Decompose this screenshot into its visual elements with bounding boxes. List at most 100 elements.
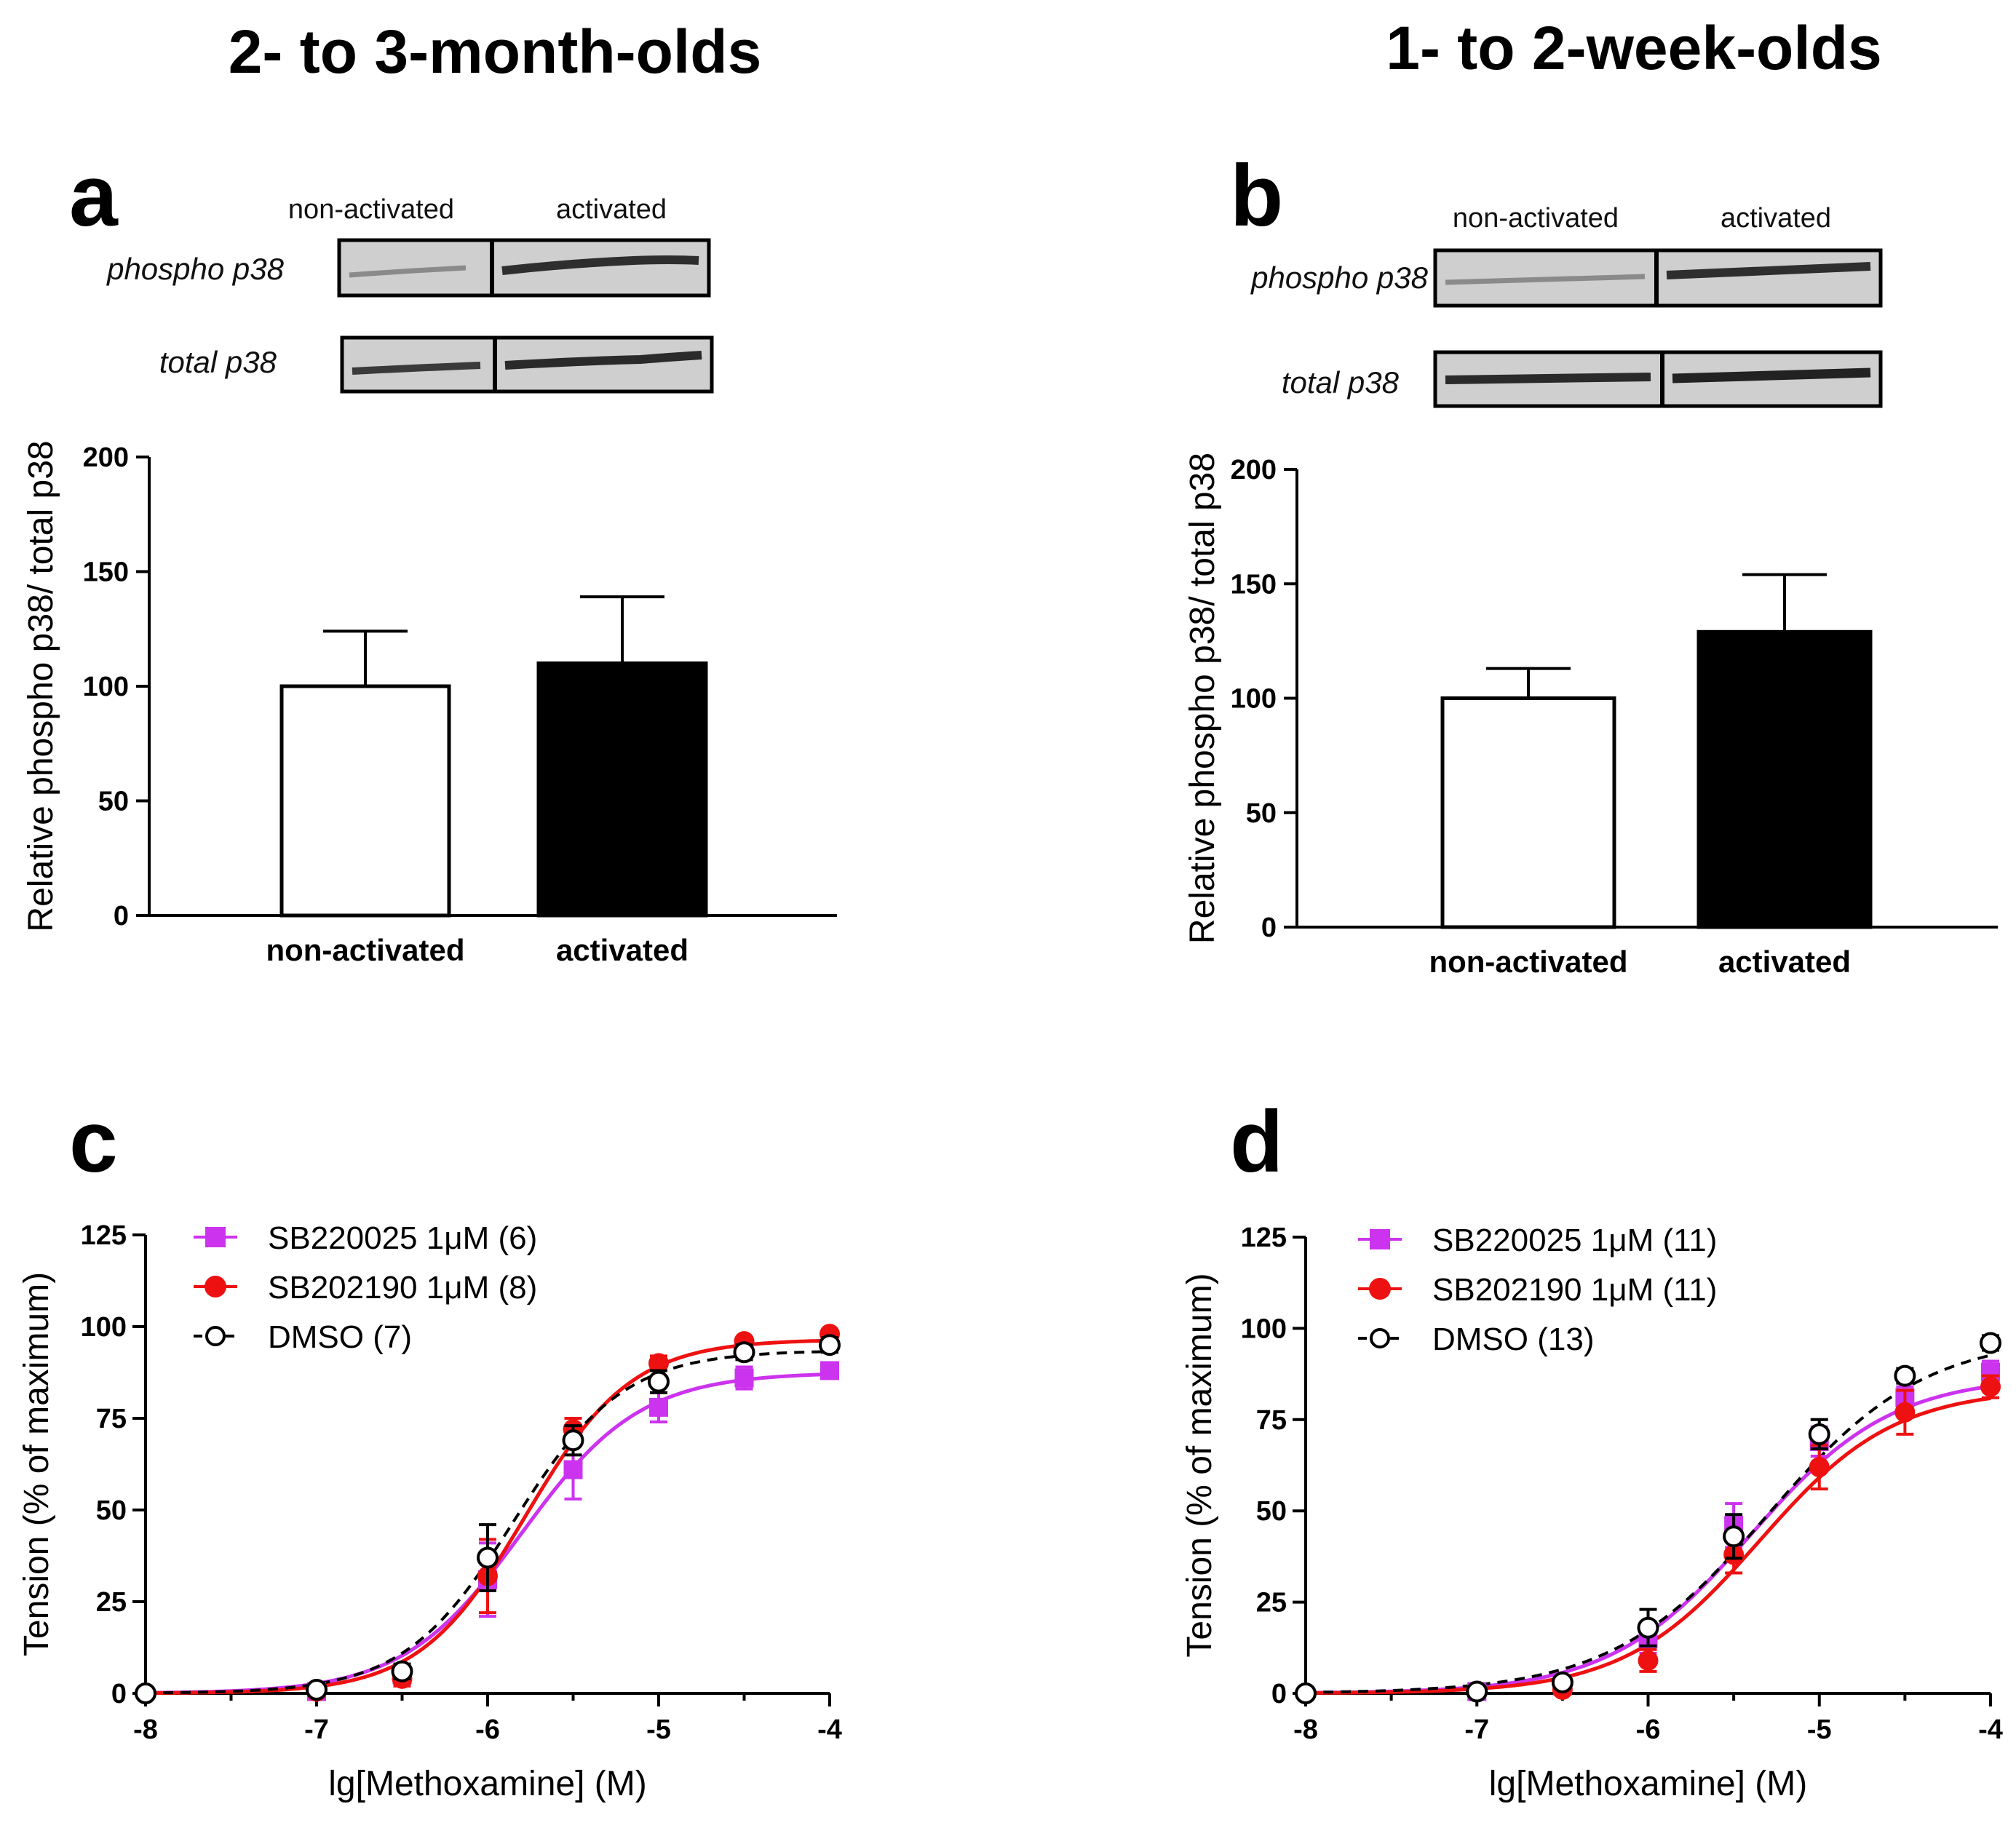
x-axis-title: lg[Methoxamine] (M) [328,1765,646,1803]
western-blot-a: non-activated activated phospho p38 tota… [106,194,714,394]
data-point-circle [648,1353,669,1374]
panel-letter-d: d [1230,1093,1283,1191]
data-point-open-circle [477,1546,499,1569]
legend-label: DMSO (7) [268,1319,412,1355]
data-point-circle [1638,1650,1659,1671]
y-tick-label: 0 [114,901,129,931]
y-tick-label: 150 [1231,569,1277,600]
data-point-open-circle [1466,1680,1488,1703]
data-point-open-circle [391,1660,413,1682]
data-point-square [649,1397,668,1417]
bar-activated [1696,629,1873,929]
y-tick-label: 200 [1231,455,1277,485]
legend-marker-circle [1369,1278,1391,1300]
y-axis-title: Tension (% of maximum) [1180,1273,1219,1657]
title-right: 1- to 2-week-olds [1386,14,1881,82]
y-tick-label: 50 [98,787,129,817]
legend-label: SB202190 1μM (8) [268,1270,537,1306]
x-axis-title: lg[Methoxamine] (M) [1489,1765,1807,1803]
y-axis-title: Relative phospho p38/ total p38 [1183,453,1222,944]
category-label: non-activated [1429,945,1627,979]
data-point-open-circle [733,1341,755,1364]
legend-item: SB202190 1μM (8) [194,1270,537,1306]
data-point-open-circle [1808,1423,1830,1445]
legend-item: DMSO (13) [1358,1322,1594,1357]
data-point-open-circle [1551,1671,1573,1693]
legend-marker-open-circle [205,1326,226,1346]
data-point-open-circle [1980,1332,2001,1354]
y-tick-label: 50 [1246,798,1277,829]
x-tick-label: -8 [133,1714,158,1745]
x-tick-label: -5 [1807,1714,1832,1745]
y-axis-title: Tension (% of maximum) [17,1272,56,1656]
legend-label: SB220025 1μM (11) [1432,1223,1717,1258]
lane-label-activated: activated [1721,203,1831,234]
data-point-open-circle [1637,1616,1659,1639]
category-label: activated [1718,945,1851,979]
y-tick-label: 150 [83,557,129,588]
fit-curve-open-circle [146,1350,830,1695]
legend-marker-open-circle [1370,1328,1390,1348]
data-point-open-circle [819,1334,841,1356]
y-tick-label: 100 [1241,1314,1287,1344]
bar-chart-a: 0 50 100 150 200 non-activated activated Relati… [22,440,837,967]
blot-label-phospho: phospho p38 [106,252,285,286]
title-left: 2- to 3-month-olds [229,17,762,86]
y-tick-label: 125 [81,1220,127,1251]
legend-label: SB220025 1μM (6) [268,1220,537,1256]
legend-marker-square [205,1227,226,1247]
y-axis-title: Relative phospho p38/ total p38 [22,440,60,931]
data-point-open-circle [562,1429,584,1452]
y-tick-label: 75 [1256,1405,1287,1436]
blot-label-phospho: phospho p38 [1250,261,1429,295]
blot-strip-total [340,335,714,394]
blot-label-total: total p38 [1282,365,1400,400]
legend-item: SB220025 1μM (6) [194,1220,537,1256]
blot-label-total: total p38 [159,345,277,379]
data-point-square [563,1460,583,1479]
x-tick-label: -6 [1636,1714,1661,1745]
y-tick-label: 50 [96,1495,127,1526]
bar-activated [536,661,708,918]
dose-response-chart-d: 0 25 50 75 100 125 -8 -7 -6 -5 -4 lg[Methoxamine] (… [1180,1223,2003,1803]
y-tick-label: 0 [1261,913,1277,943]
y-tick-label: 50 [1256,1496,1287,1527]
blot-strip-total [1433,350,1883,408]
dose-response-chart-c: 0 25 50 75 100 125 -8 -7 -6 -5 -4 lg[Methoxamine] (… [17,1220,842,1803]
y-tick-label: 200 [83,442,129,473]
bar-non-activated [279,684,451,918]
y-tick-label: 0 [1271,1679,1287,1709]
y-tick-label: 0 [111,1679,127,1709]
y-tick-label: 125 [1241,1223,1287,1253]
x-tick-label: -7 [304,1714,329,1745]
lane-label-activated: activated [556,194,667,225]
y-tick-label: 25 [1256,1588,1287,1618]
category-label: activated [556,933,688,967]
legend-label: SB202190 1μM (11) [1432,1272,1717,1308]
data-point-open-circle [135,1682,156,1704]
data-point-circle [1894,1402,1916,1423]
legend-marker-square [1370,1229,1390,1249]
data-point-square [734,1368,754,1388]
data-point-open-circle [1295,1682,1317,1704]
panel-letter-a: a [69,147,119,245]
category-label: non-activated [266,933,464,967]
blot-strip-phospho [1433,248,1883,308]
legend-label: DMSO (13) [1432,1322,1594,1357]
panel-letter-b: b [1230,147,1283,245]
y-tick-label: 100 [1231,684,1277,715]
data-point-open-circle [1723,1525,1745,1548]
lane-label-non-activated: non-activated [1453,203,1619,234]
legend-marker-circle [205,1276,226,1298]
y-tick-label: 100 [83,672,129,702]
data-point-open-circle [306,1678,328,1701]
y-tick-label: 75 [96,1404,127,1434]
x-tick-label: -6 [475,1714,500,1745]
y-tick-label: 25 [96,1587,127,1618]
y-tick-label: 100 [81,1312,127,1343]
blot-strip-phospho [337,238,711,298]
bar-chart-b: 0 50 100 150 200 non-activated activated Relati… [1183,453,1998,979]
data-point-open-circle [1894,1364,1916,1387]
x-tick-label: -7 [1464,1714,1489,1745]
